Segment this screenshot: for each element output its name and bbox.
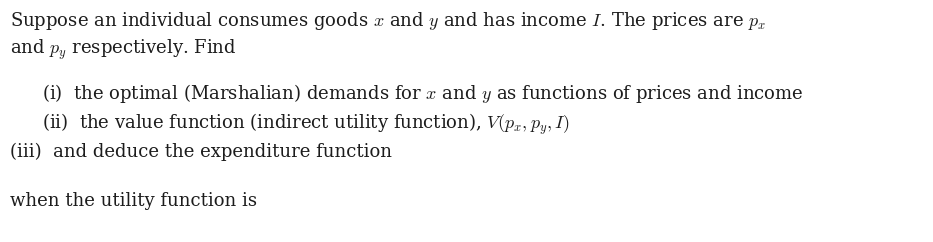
Text: and $p_y$ respectively. Find: and $p_y$ respectively. Find [10,38,236,62]
Text: Suppose an individual consumes goods $x$ and $y$ and has income $I$. The prices : Suppose an individual consumes goods $x$… [10,10,766,32]
Text: when the utility function is: when the utility function is [10,192,257,210]
Text: (iii)  and deduce the expenditure function: (iii) and deduce the expenditure functio… [10,143,392,161]
Text: (ii)  the value function (indirect utility function), $V(p_x, p_y, I)$: (ii) the value function (indirect utilit… [42,112,570,137]
Text: (i)  the optimal (Marshalian) demands for $x$ and $y$ as functions of prices and: (i) the optimal (Marshalian) demands for… [42,82,803,105]
